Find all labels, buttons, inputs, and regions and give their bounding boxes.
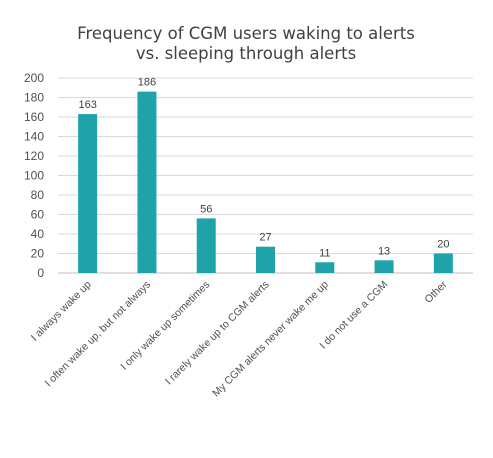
bar: [196, 218, 216, 273]
bar: [315, 262, 335, 273]
y-tick-label: 180: [24, 91, 44, 105]
data-label: 13: [378, 245, 390, 257]
chart-title-line-2: vs. sleeping through alerts: [136, 44, 356, 63]
data-label: 11: [319, 247, 330, 259]
chart-title-line-1: Frequency of CGM users waking to alerts: [77, 24, 415, 43]
bar: [78, 114, 98, 273]
y-tick-label: 200: [24, 71, 44, 85]
y-tick-label: 160: [24, 110, 44, 124]
bar: [374, 260, 394, 273]
data-label: 27: [259, 232, 271, 244]
bar: [256, 246, 275, 273]
y-tick-label: 80: [31, 188, 45, 202]
data-label: 56: [200, 203, 212, 215]
y-tick-label: 20: [31, 247, 45, 261]
bar: [137, 91, 157, 274]
bars: [78, 91, 453, 274]
y-tick-label: 40: [31, 227, 45, 241]
bar: [433, 253, 453, 273]
y-axis-ticks: 0 20 40 60 80 100 120 140 160 180 200: [24, 71, 44, 280]
data-label: 20: [437, 239, 449, 251]
y-tick-label: 120: [24, 149, 44, 163]
y-tick-label: 60: [31, 208, 45, 222]
y-tick-label: 100: [24, 169, 44, 183]
y-tick-label: 0: [37, 266, 44, 280]
x-axis-labels: I always wake upI often wake up, but not…: [29, 278, 450, 399]
x-tick-label: My CGM alerts never wake me up: [210, 279, 331, 400]
y-tick-label: 140: [24, 130, 44, 144]
x-tick-label: I often wake up, but not always: [43, 279, 153, 389]
data-labels: 163 186 56 27 11 13 20: [78, 77, 449, 260]
x-tick-label: I rarely wake up to CGM alerts: [163, 279, 272, 388]
data-label: 163: [78, 99, 96, 111]
data-label: 186: [138, 77, 156, 89]
x-tick-label: I always wake up: [29, 279, 94, 344]
gridlines: [58, 77, 473, 274]
x-tick-label: Other: [422, 278, 449, 305]
